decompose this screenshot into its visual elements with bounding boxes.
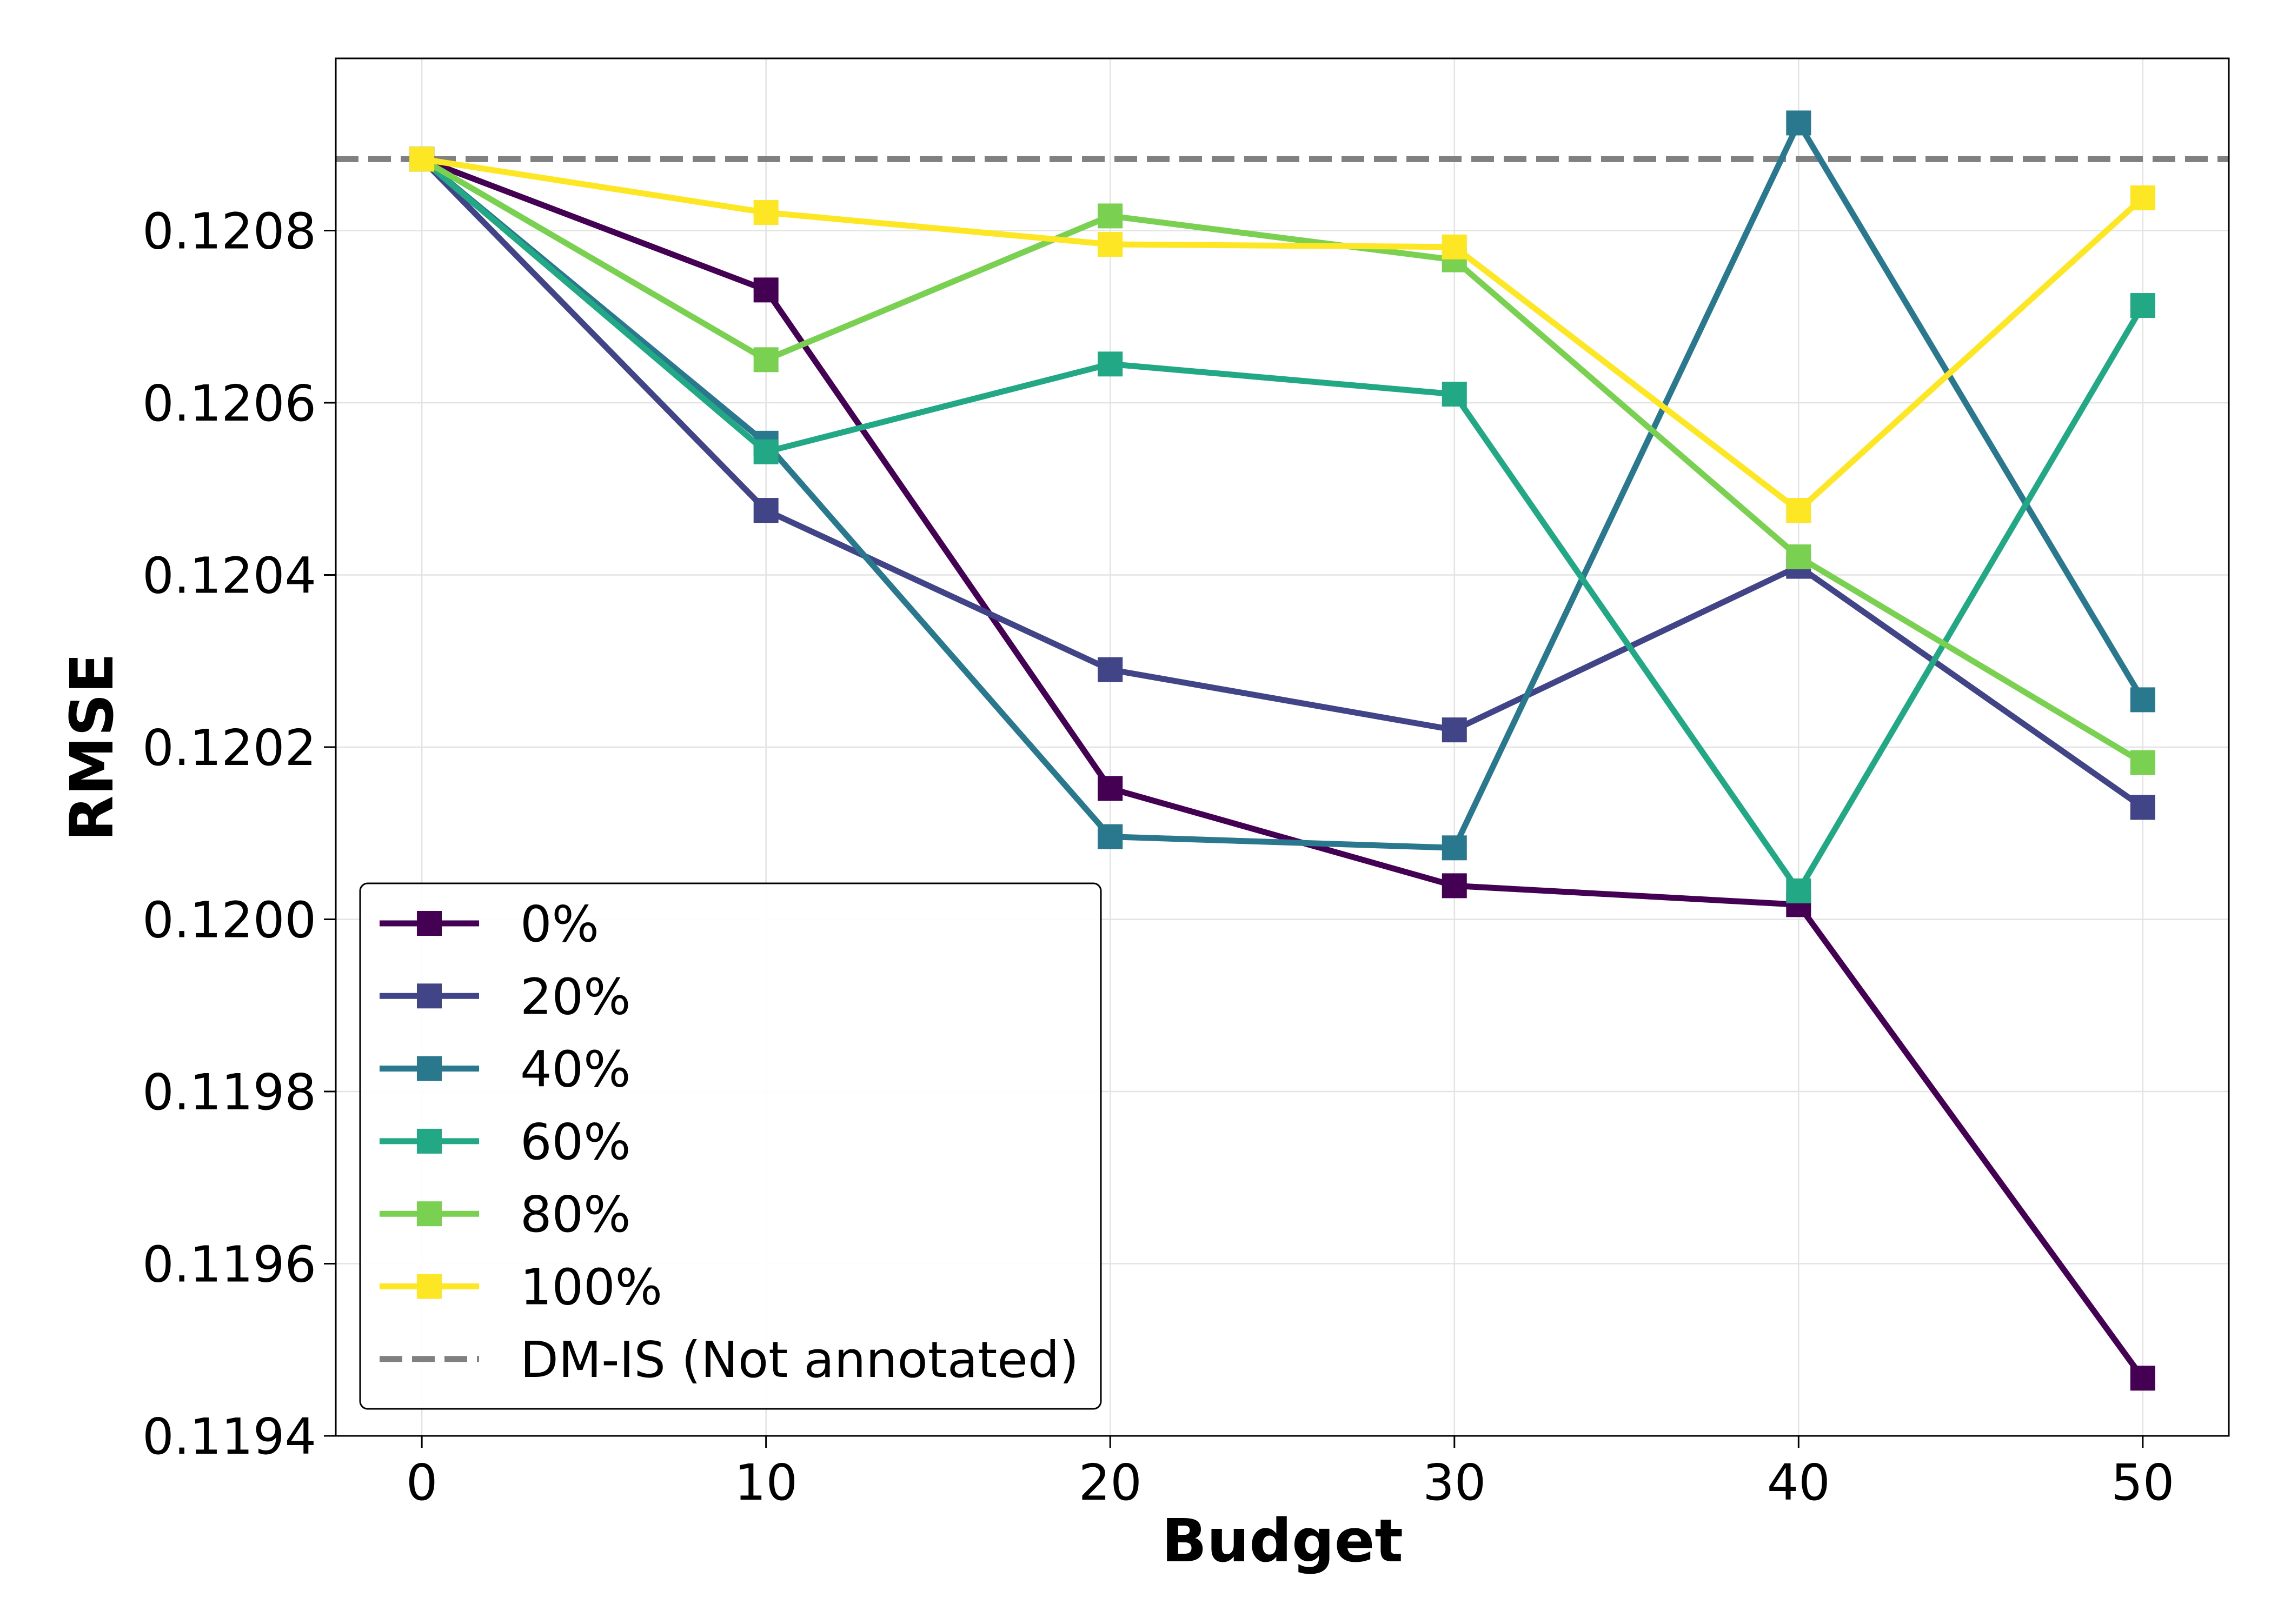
legend-item-20pct: 20% <box>380 968 630 1026</box>
y-tick-label: 0.1198 <box>142 1063 316 1121</box>
y-tick-label: 0.1204 <box>142 547 316 605</box>
data-point <box>1098 776 1123 801</box>
series-line <box>420 119 2146 851</box>
data-point <box>753 277 779 303</box>
legend-item-100pct: 100% <box>380 1259 662 1316</box>
legend-item-0pct: 0% <box>380 895 599 953</box>
data-point <box>2130 687 2155 713</box>
series-line <box>421 156 2145 514</box>
data-point <box>1098 203 1123 229</box>
data-point <box>1786 544 1811 570</box>
legend-label: 60% <box>520 1113 630 1171</box>
y-axis-label: RMSE <box>57 653 127 842</box>
x-axis-ticks: 0 10 20 30 40 50 <box>406 1436 2174 1512</box>
y-tick-label: 0.1208 <box>142 203 316 261</box>
y-tick-label: 0.1194 <box>142 1408 316 1466</box>
data-point <box>1442 717 1467 743</box>
data-point <box>1786 498 1811 523</box>
x-tick-label: 30 <box>1423 1454 1486 1512</box>
data-point <box>1442 382 1467 407</box>
y-axis-ticks: 0.1194 0.1196 0.1198 0.1200 0.1202 0.1204 0.12… <box>142 203 336 1466</box>
series-60pct <box>409 147 2155 903</box>
legend-label: 40% <box>520 1041 630 1099</box>
data-point <box>2130 795 2155 820</box>
series-line <box>420 157 2146 894</box>
data-point <box>1098 231 1123 257</box>
legend: 0% 20% 40% 60% 80% 100% DM-IS (Not annotated) <box>359 882 1102 1410</box>
legend-item-60pct: 60% <box>380 1113 630 1171</box>
series-100pct <box>409 147 2155 523</box>
legend-swatch-marker <box>417 911 442 936</box>
data-point <box>1786 110 1811 136</box>
data-point <box>753 439 779 464</box>
data-point <box>409 147 435 172</box>
legend-box <box>359 882 1102 1410</box>
data-point <box>2130 293 2155 318</box>
series-layer <box>409 110 2155 1391</box>
series-line <box>421 156 2146 1380</box>
series-line <box>420 157 2145 810</box>
data-point <box>1442 835 1467 861</box>
data-point <box>2130 1366 2155 1391</box>
x-tick-label: 50 <box>2111 1454 2174 1512</box>
data-point <box>753 347 779 372</box>
legend-label: 100% <box>520 1259 662 1316</box>
x-tick-label: 0 <box>406 1454 438 1512</box>
x-tick-label: 10 <box>734 1454 798 1512</box>
data-point <box>1098 657 1123 682</box>
y-tick-label: 0.1200 <box>142 891 316 949</box>
data-point <box>1098 351 1123 377</box>
legend-item-dm-is-not-annotated: DM-IS (Not annotated) <box>380 1331 1079 1389</box>
legend-item-40pct: 40% <box>380 1041 630 1099</box>
data-point <box>753 200 779 225</box>
series-80pct <box>409 147 2155 775</box>
y-tick-label: 0.1196 <box>142 1236 316 1294</box>
data-point <box>1098 824 1123 849</box>
data-point <box>1442 873 1467 898</box>
legend-swatch-marker <box>417 983 442 1009</box>
x-tick-label: 20 <box>1079 1454 1142 1512</box>
y-tick-label: 0.1202 <box>142 719 316 777</box>
x-axis-label: Budget <box>1161 1506 1403 1575</box>
data-point <box>1786 878 1811 903</box>
data-point <box>2130 185 2155 210</box>
legend-swatch-marker <box>417 1128 442 1154</box>
series-line <box>420 156 2144 766</box>
legend-label: 20% <box>520 968 630 1026</box>
legend-label: 80% <box>520 1186 630 1243</box>
legend-swatch-marker <box>417 1201 442 1227</box>
legend-label: DM-IS (Not annotated) <box>520 1331 1079 1389</box>
legend-label: 0% <box>520 895 599 953</box>
y-tick-label: 0.1206 <box>142 375 316 432</box>
series-40pct <box>409 110 2155 861</box>
data-point <box>2130 750 2155 775</box>
legend-swatch-marker <box>417 1274 442 1299</box>
legend-item-80pct: 80% <box>380 1186 630 1243</box>
data-point <box>753 498 779 523</box>
x-tick-label: 40 <box>1767 1454 1830 1512</box>
data-point <box>1442 234 1467 259</box>
legend-swatch-marker <box>417 1056 442 1081</box>
